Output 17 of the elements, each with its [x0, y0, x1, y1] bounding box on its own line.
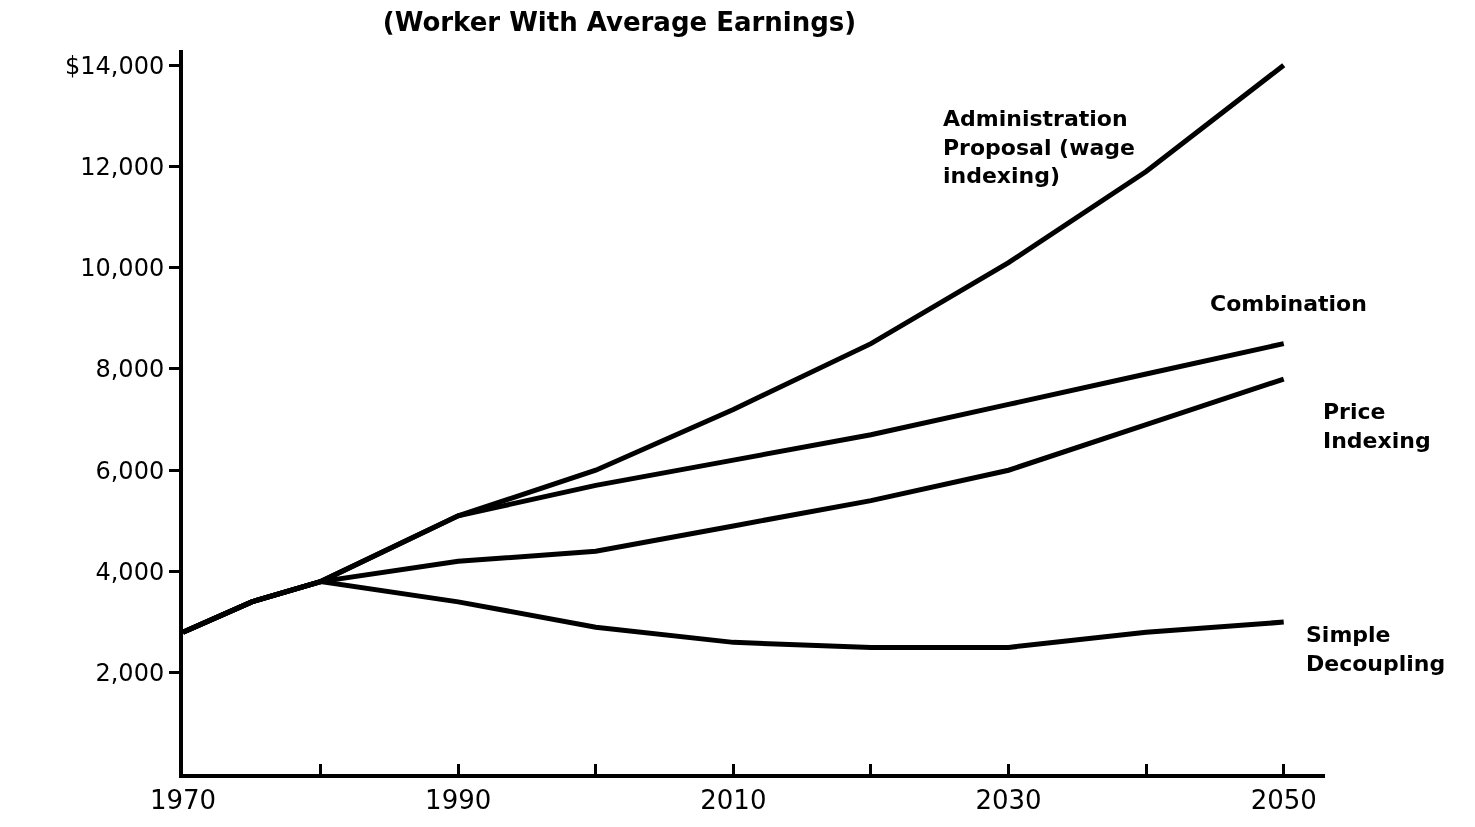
- y-tick-label: 8,000: [95, 355, 165, 384]
- chart-title: (Worker With Average Earnings): [382, 6, 857, 37]
- y-tick-label: 6,000: [95, 456, 165, 485]
- y-tick-label: 2,000: [95, 659, 165, 688]
- x-tick-label: 2050: [1250, 785, 1317, 816]
- y-tick-label: 12,000: [80, 152, 165, 181]
- text: Price Indexing: [1323, 399, 1431, 453]
- series-label: Administration Proposal (wage indexing): [943, 106, 1135, 189]
- x-tick-label: 2010: [700, 785, 767, 816]
- x-tick-label: 2030: [975, 785, 1042, 816]
- y-tick-label: $14,000: [64, 51, 165, 80]
- series-label: Simple Decoupling: [1306, 622, 1446, 676]
- x-tick-label: 1970: [149, 785, 217, 816]
- x-tick-label: 1990: [425, 785, 492, 816]
- series-label: Combination: [1210, 291, 1367, 316]
- y-tick-label: 10,000: [80, 254, 165, 283]
- y-tick-label: 4,000: [95, 557, 165, 586]
